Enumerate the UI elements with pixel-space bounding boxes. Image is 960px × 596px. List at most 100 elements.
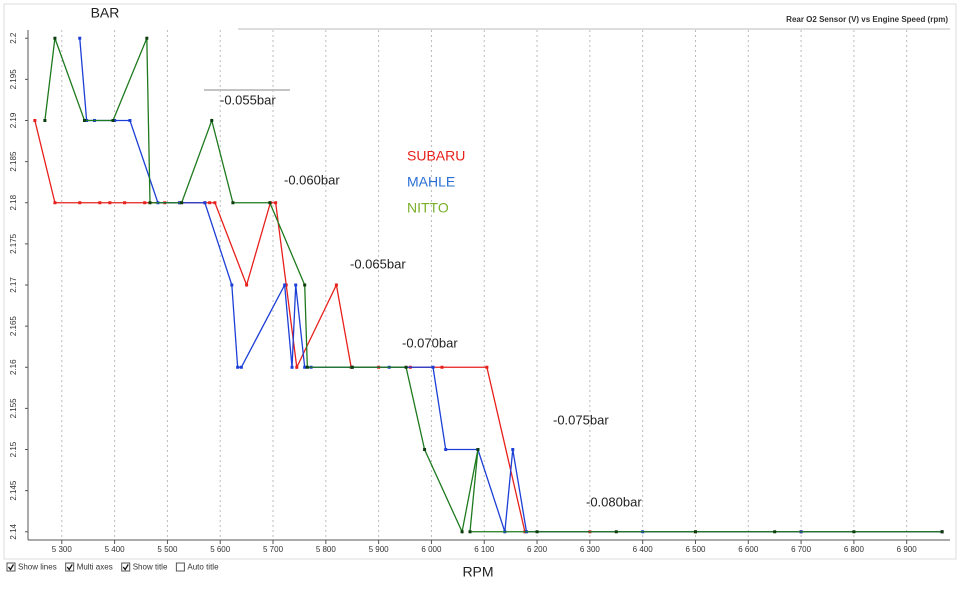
data-point <box>773 530 777 534</box>
data-point <box>476 448 480 452</box>
x-tick-label: 6 500 <box>685 545 706 554</box>
x-tick-label: 6 100 <box>474 545 495 554</box>
checkbox-label: Auto title <box>187 563 219 572</box>
checkbox-box <box>121 562 131 572</box>
checkbox-box <box>175 562 185 572</box>
checkbox[interactable]: Multi axes <box>65 562 113 572</box>
data-point <box>53 36 57 40</box>
data-point <box>295 365 299 369</box>
data-point <box>485 365 489 369</box>
data-point <box>180 201 184 205</box>
x-tick-label: 5 700 <box>263 545 284 554</box>
y-tick-label: 2.17 <box>9 277 18 293</box>
checkbox-label: Show title <box>133 563 168 572</box>
checkbox-box <box>65 562 75 572</box>
y-tick-label: 2.165 <box>9 316 18 337</box>
data-point <box>210 118 214 122</box>
data-point <box>535 530 539 534</box>
data-point <box>423 448 427 452</box>
x-axis-label: RPM <box>462 564 493 580</box>
y-tick-label: 2.19 <box>9 112 18 128</box>
y-tick-label: 2.18 <box>9 194 18 210</box>
chart-frame <box>3 3 957 560</box>
x-tick-label: 6 000 <box>421 545 442 554</box>
data-point <box>78 201 82 205</box>
data-point <box>305 365 309 369</box>
series-line <box>44 37 943 534</box>
y-tick-label: 2.175 <box>9 233 18 254</box>
data-point <box>404 365 408 369</box>
x-tick-label: 5 900 <box>369 545 390 554</box>
data-point <box>213 201 217 205</box>
data-point <box>511 448 515 452</box>
checkbox-check <box>66 564 73 571</box>
x-tick-label: 5 300 <box>52 545 73 554</box>
data-point <box>284 283 288 287</box>
data-point <box>303 365 307 369</box>
data-point <box>108 201 112 205</box>
data-point <box>350 365 354 369</box>
y-tick-label: 2.15 <box>9 441 18 457</box>
data-point <box>78 36 82 40</box>
x-tick-label: 6 600 <box>738 545 759 554</box>
data-point <box>53 201 57 205</box>
data-point <box>145 36 149 40</box>
data-point <box>290 365 294 369</box>
data-point <box>460 530 464 534</box>
x-tick-label: 5 400 <box>105 545 126 554</box>
legend-entry: MAHLE <box>407 174 455 190</box>
y-tick-label: 2.185 <box>9 151 18 172</box>
checkbox-check <box>122 564 129 571</box>
x-tick-label: 5 800 <box>316 545 337 554</box>
data-point <box>148 201 152 205</box>
data-point <box>33 118 37 122</box>
data-point <box>43 118 47 122</box>
data-point <box>440 365 444 369</box>
data-point <box>431 365 435 369</box>
data-point <box>274 201 278 205</box>
checkbox[interactable]: Show lines <box>6 562 57 572</box>
legend-entry: SUBARU <box>407 148 465 164</box>
data-point <box>231 201 235 205</box>
checkbox[interactable]: Show title <box>121 562 168 572</box>
chart-title: Rear O2 Sensor (V) vs Engine Speed (rpm) <box>786 15 948 24</box>
data-point <box>303 283 307 287</box>
data-point <box>468 530 472 534</box>
annotation: -0.060bar <box>284 172 340 187</box>
data-point <box>940 530 944 534</box>
y-tick-label: 2.2 <box>9 32 18 44</box>
y-axis-label: BAR <box>91 5 120 21</box>
checkbox[interactable]: Auto title <box>175 562 219 572</box>
data-point <box>128 118 132 122</box>
checkbox-label: Show lines <box>18 563 57 572</box>
data-point <box>283 283 287 287</box>
annotation: -0.065bar <box>350 256 406 271</box>
data-point <box>236 365 240 369</box>
y-tick-label: 2.155 <box>9 398 18 419</box>
y-tick-label: 2.16 <box>9 359 18 375</box>
checkbox-label: Multi axes <box>77 563 113 572</box>
x-tick-label: 6 700 <box>791 545 812 554</box>
x-tick-label: 5 500 <box>157 545 178 554</box>
series-line <box>34 120 943 533</box>
data-point <box>614 530 618 534</box>
x-tick-label: 6 800 <box>844 545 865 554</box>
annotation: -0.080bar <box>586 494 642 509</box>
data-point <box>693 530 697 534</box>
y-tick-label: 2.14 <box>9 523 18 539</box>
y-tick-label: 2.145 <box>9 480 18 501</box>
data-point <box>444 448 448 452</box>
annotation: -0.075bar <box>553 412 609 427</box>
data-point <box>245 283 249 287</box>
data-point <box>852 530 856 534</box>
data-point <box>239 365 243 369</box>
x-tick-label: 6 200 <box>527 545 548 554</box>
data-point <box>83 118 87 122</box>
data-point <box>123 201 127 205</box>
x-tick-label: 6 400 <box>633 545 654 554</box>
data-point <box>230 283 234 287</box>
y-tick-label: 2.195 <box>9 69 18 90</box>
data-point <box>268 201 272 205</box>
checkbox-box <box>6 562 16 572</box>
